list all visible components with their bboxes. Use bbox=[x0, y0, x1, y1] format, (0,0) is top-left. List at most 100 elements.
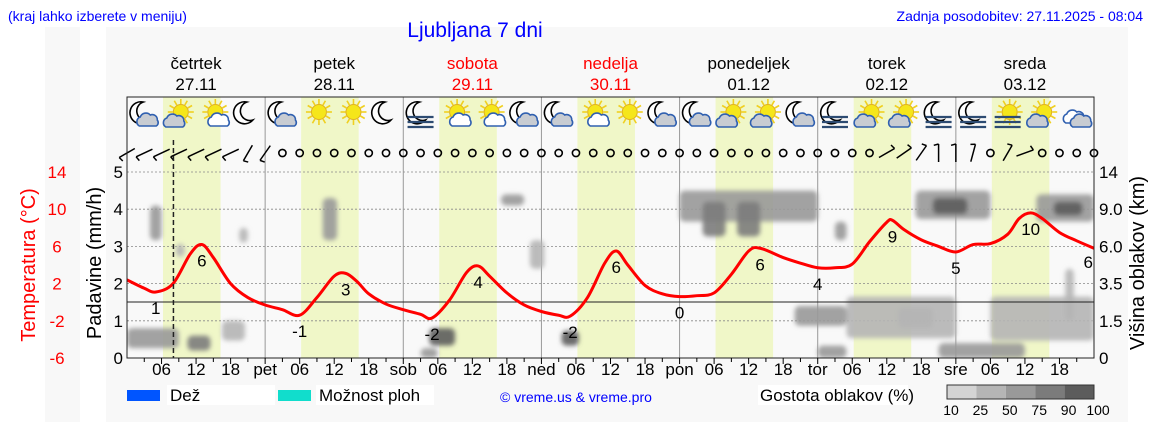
density-level-label: 50 bbox=[1002, 402, 1018, 418]
wind-calm-icon bbox=[1037, 148, 1047, 158]
sun-ray bbox=[998, 104, 1004, 109]
x-hour-label: 06 bbox=[428, 360, 447, 379]
legend-label-bg bbox=[167, 385, 275, 405]
wind-barb-shaft bbox=[896, 147, 912, 159]
cloud-icon bbox=[448, 112, 472, 127]
wind-calm-icon bbox=[709, 148, 719, 158]
weather-icon-sun bbox=[305, 99, 332, 125]
legend-showers-swatch bbox=[278, 390, 311, 401]
sun-ray bbox=[622, 118, 627, 124]
day-name: sobota bbox=[447, 54, 499, 73]
legend-label-bg bbox=[316, 385, 434, 405]
cloud-cell bbox=[127, 328, 179, 349]
cloud-density-label: Gostota oblakov (%) bbox=[760, 386, 914, 405]
wind-calm-icon bbox=[347, 148, 356, 158]
sun-ray bbox=[1050, 104, 1056, 109]
cloud-cell bbox=[834, 221, 847, 241]
sun-ray bbox=[325, 104, 331, 109]
sun-icon bbox=[305, 99, 332, 125]
sun-ray bbox=[618, 104, 624, 109]
sun-ray bbox=[449, 100, 454, 106]
wind-calm-icon bbox=[847, 148, 857, 158]
wind-barb-shaft bbox=[1002, 144, 1013, 162]
cloud-cell bbox=[561, 330, 579, 346]
cloud-icon bbox=[715, 113, 739, 128]
x-hour-label: 18 bbox=[636, 360, 655, 379]
cloud-height-tick-label: 0 bbox=[1099, 349, 1108, 368]
sun-ray bbox=[203, 104, 209, 109]
wind-barb-icon bbox=[135, 148, 153, 162]
x-hour-label: 12 bbox=[187, 360, 206, 379]
weather-icon-sun-cloud-grey bbox=[1026, 99, 1058, 128]
density-level-label: 90 bbox=[1061, 402, 1077, 418]
weather-icon-moon-cloud bbox=[129, 100, 159, 127]
density-swatch bbox=[1064, 385, 1094, 399]
temperature-label: 4 bbox=[473, 273, 482, 292]
wind-barb-icon bbox=[933, 143, 940, 162]
sun-ray bbox=[311, 118, 316, 124]
copyright-link[interactable]: © vreme.us & vreme.pro bbox=[500, 389, 652, 405]
sun-icon bbox=[340, 99, 367, 125]
density-level-label: 25 bbox=[973, 402, 989, 418]
weather-icon-sun-fog bbox=[994, 99, 1023, 129]
x-hour-label: 18 bbox=[497, 360, 516, 379]
density-scale-frame bbox=[946, 384, 1095, 400]
cloud-cells bbox=[127, 190, 1094, 358]
location-hint[interactable]: (kraj lahko izberete v meniju) bbox=[8, 8, 187, 24]
cloud-height-tick-label: 14 bbox=[1099, 163, 1118, 182]
wind-barb-feather bbox=[950, 143, 957, 147]
legend-label-bg bbox=[758, 385, 908, 405]
weather-icon-sun-cloud-grey bbox=[887, 99, 920, 128]
wind-calm-icon bbox=[657, 148, 667, 158]
x-day-label: sob bbox=[390, 360, 417, 379]
temperature-labels: 1 6 -1 3 -2 4 -2 6 0 6 4 9 5 10 6 bbox=[151, 220, 1093, 344]
cloud-icon bbox=[1026, 113, 1049, 128]
wind-barb-feather bbox=[890, 144, 896, 150]
precip-axis: 0 1 2 3 4 5 bbox=[114, 163, 123, 368]
wind-calm-icon bbox=[744, 148, 754, 158]
x-day-label: ned bbox=[527, 360, 555, 379]
day-date: 03.12 bbox=[1004, 75, 1047, 94]
wind-barb-icon bbox=[152, 148, 171, 162]
temperature-label: 6 bbox=[197, 252, 206, 271]
weather-icon-cloud bbox=[1062, 109, 1093, 128]
wind-barb-shaft bbox=[1016, 149, 1034, 157]
temperature-tick-label: 6 bbox=[52, 237, 61, 256]
cloud-cell bbox=[501, 194, 525, 206]
precip-tick-label: 0 bbox=[114, 349, 123, 368]
weather-icon-moon-cloud bbox=[509, 100, 539, 127]
cloud-icon bbox=[792, 112, 816, 127]
cloud-icon bbox=[136, 112, 159, 127]
cloud-icon bbox=[749, 113, 773, 128]
day-name: ponedeljek bbox=[708, 54, 791, 73]
x-hour-label: 12 bbox=[325, 360, 344, 379]
day-name: nedelja bbox=[583, 54, 638, 73]
wind-calm-icon bbox=[502, 148, 512, 158]
x-hour-label: 12 bbox=[601, 360, 620, 379]
daylight-band bbox=[577, 97, 635, 358]
day-name: torek bbox=[868, 54, 906, 73]
sun-icon bbox=[616, 99, 643, 125]
moon-icon bbox=[370, 100, 394, 125]
day-date: 27.11 bbox=[175, 75, 216, 94]
sun-ray bbox=[771, 118, 776, 124]
cloud-cell bbox=[737, 201, 761, 237]
wind-calm-icon bbox=[640, 148, 650, 158]
precip-tick-label: 1 bbox=[114, 312, 123, 331]
wind-barb-feather bbox=[921, 143, 927, 147]
cloud-cell bbox=[938, 343, 1025, 358]
x-hour-label: 18 bbox=[221, 360, 240, 379]
day-date: 30.11 bbox=[590, 75, 631, 94]
wind-barb-shaft bbox=[135, 148, 153, 158]
x-hour-label: 18 bbox=[912, 360, 931, 379]
wind-barb-icon bbox=[1002, 143, 1013, 162]
sun-ray bbox=[169, 104, 175, 109]
wind-row bbox=[118, 143, 1099, 163]
sun-ray bbox=[633, 100, 637, 106]
legend-rain-swatch bbox=[127, 390, 160, 401]
temperature-axis: -6 -2 2 6 10 14 bbox=[48, 163, 67, 368]
temperature-label: 4 bbox=[813, 275, 822, 294]
day-name: četrtek bbox=[171, 54, 223, 73]
wind-barb-feather bbox=[221, 156, 227, 162]
wind-barb-icon bbox=[878, 144, 896, 159]
